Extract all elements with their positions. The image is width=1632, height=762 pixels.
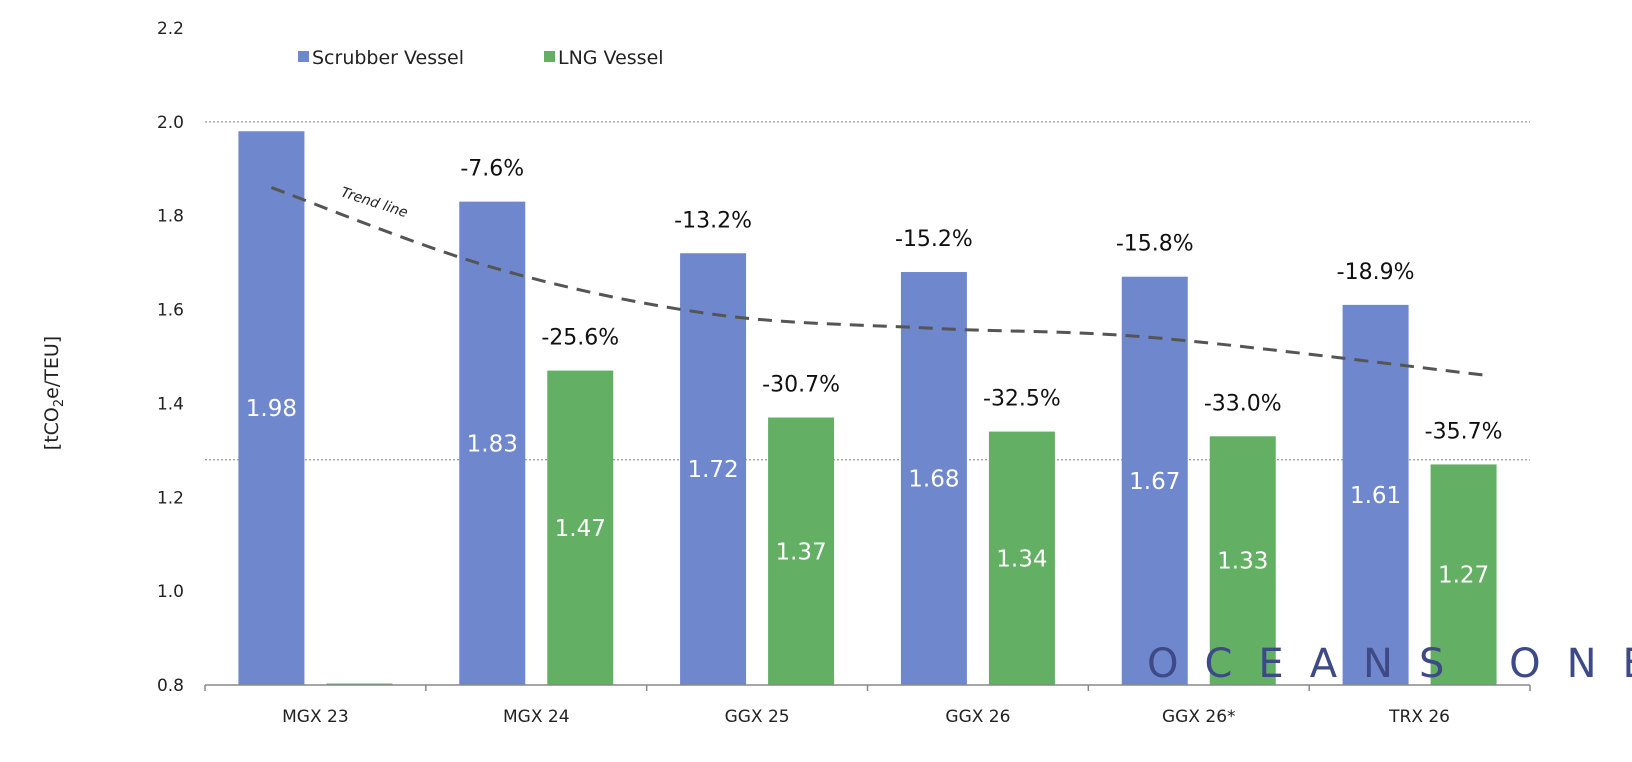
scrubber-value-label-2: 1.72: [687, 457, 738, 483]
scrubber-value-label-3: 1.68: [908, 467, 959, 493]
y-tick-label-4: 1.6: [157, 301, 184, 321]
y-axis-title: [tCO2e/TEU]: [41, 336, 67, 450]
x-tick-label-0: MGX 23: [282, 707, 349, 727]
y-tick-label-6: 2.0: [157, 113, 184, 133]
lng-change-label-4: -33.0%: [1204, 391, 1282, 416]
watermark-logo: OCEANS ONE: [1147, 641, 1632, 687]
scrubber-value-label-4: 1.67: [1129, 469, 1180, 495]
data-labels: 1.98 1.83 -7.6% 1.47 -25.6% 1.72 -13.2% 1.37 -30…: [246, 157, 1503, 589]
lng-change-label-2: -30.7%: [762, 373, 840, 398]
scrubber-change-label-1: -7.6%: [460, 157, 524, 182]
legend-label-scrubber: Scrubber Vessel: [312, 47, 464, 69]
x-tick-label-2: GGX 25: [725, 707, 790, 727]
y-tick-label-3: 1.4: [157, 394, 184, 414]
legend-label-lng: LNG Vessel: [558, 47, 664, 69]
x-tick-label-3: GGX 26: [945, 707, 1010, 727]
scrubber-change-label-2: -13.2%: [674, 208, 752, 233]
scrubber-value-label-0: 1.98: [246, 396, 297, 422]
scrubber-bar-0: [238, 131, 305, 685]
lng-value-label-3: 1.34: [996, 546, 1047, 572]
scrubber-change-label-3: -15.2%: [895, 227, 973, 252]
y-tick-label-2: 1.2: [157, 488, 184, 508]
scrubber-value-label-1: 1.83: [467, 431, 518, 457]
y-tick-label-5: 1.8: [157, 207, 184, 227]
lng-value-label-4: 1.33: [1217, 549, 1268, 575]
lng-value-label-5: 1.27: [1438, 563, 1489, 589]
bars: [238, 131, 1497, 685]
scrubber-bar-1: [459, 201, 526, 685]
trend-line-label: Trend line: [339, 185, 410, 222]
legend-swatch-scrubber: [298, 51, 309, 62]
lng-value-label-1: 1.47: [555, 516, 606, 542]
scrubber-change-label-5: -18.9%: [1337, 260, 1415, 285]
x-tick-label-5: TRX 26: [1388, 707, 1450, 727]
y-tick-label-0: 0.8: [157, 676, 184, 696]
lng-bar-1: [547, 370, 614, 685]
scrubber-bar-4: [1121, 276, 1188, 685]
lng-value-label-2: 1.37: [775, 539, 826, 565]
scrubber-value-label-5: 1.61: [1350, 483, 1401, 509]
lng-bar-2: [768, 417, 835, 685]
x-tick-label-1: MGX 24: [503, 707, 570, 727]
legend-swatch-lng: [544, 51, 555, 62]
lng-change-label-5: -35.7%: [1425, 419, 1503, 444]
scrubber-bar-2: [680, 253, 747, 685]
scrubber-bar-5: [1342, 304, 1409, 685]
lng-change-label-3: -32.5%: [983, 387, 1061, 412]
lng-bar-5: [1430, 464, 1497, 685]
axes: 0.8 1.0 1.2 1.4 1.6 1.8 2.0 2.2 MGX 23 MGX 24 GGX …: [157, 19, 1531, 727]
gridlines: [205, 121, 1530, 461]
x-tick-label-4: GGX 26*: [1162, 707, 1236, 727]
trend-line: [270, 186, 1486, 377]
legend: Scrubber Vessel LNG Vessel: [298, 47, 664, 69]
lng-change-label-1: -25.6%: [541, 326, 619, 351]
lng-bar-3: [988, 431, 1055, 685]
y-tick-label-1: 1.0: [157, 582, 184, 602]
scrubber-change-label-4: -15.8%: [1116, 232, 1194, 257]
scrubber-bar-3: [900, 272, 967, 685]
y-tick-label-7: 2.2: [157, 19, 184, 39]
trend-line-group: Trend line: [270, 185, 1486, 377]
lng-bar-4: [1209, 436, 1276, 685]
